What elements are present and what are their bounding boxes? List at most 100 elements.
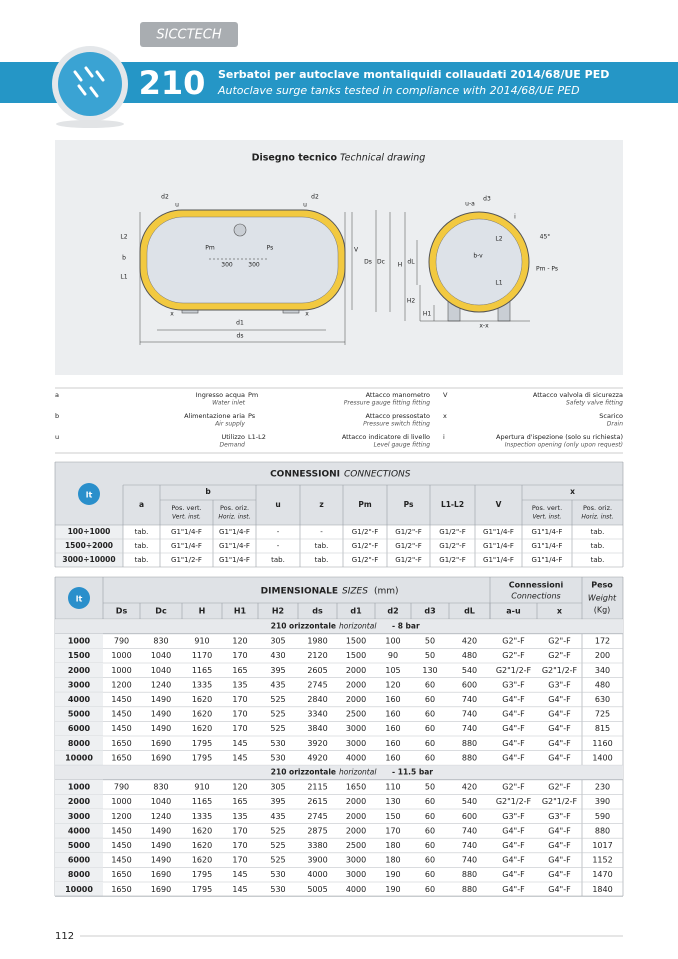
logo-box: [140, 22, 238, 47]
cell: G2"-F: [548, 651, 571, 660]
column-header: Dc: [155, 607, 167, 616]
cell: 2615: [307, 797, 327, 806]
cell: 1690: [151, 885, 171, 894]
cell: 830: [153, 637, 168, 646]
drawing-label: H: [398, 262, 403, 269]
cell: 390: [595, 797, 610, 806]
cell: G4"-F: [502, 826, 525, 835]
cell: 1200: [111, 680, 131, 689]
legend-text: Attacco valvola di sicurezza: [533, 391, 623, 399]
cell: 1152: [592, 856, 612, 865]
column-header: d2: [387, 607, 398, 616]
cell: 525: [270, 826, 285, 835]
cell: 740: [462, 724, 477, 733]
column-header: L1-L2: [441, 500, 464, 509]
lt-icon: [68, 587, 90, 609]
cell: tab.: [591, 542, 605, 550]
legend-text-en: Pressure switch fitting: [363, 421, 430, 428]
cell-bg: [55, 462, 623, 525]
drawing-label: L1: [495, 280, 502, 287]
cell-bg: [55, 677, 103, 693]
cell: 1690: [151, 870, 171, 879]
row-label: 6000: [68, 724, 91, 733]
drawing-label: b: [122, 255, 126, 262]
cell: 4000: [346, 753, 366, 762]
cell: 60: [425, 680, 435, 689]
row-label: 2000: [68, 797, 91, 806]
cell: 880: [595, 826, 610, 835]
cell: 160: [385, 724, 400, 733]
legend-text-en: Level gauge fitting: [374, 442, 431, 449]
cell: 2605: [307, 666, 327, 675]
column-header: b: [205, 487, 211, 496]
cell: 600: [462, 680, 477, 689]
cell: 1450: [111, 856, 131, 865]
cell: 1017: [592, 841, 612, 850]
cell: 170: [232, 651, 247, 660]
cell: 165: [232, 666, 247, 675]
cell: 815: [595, 724, 610, 733]
cell: G2"1/2-F: [542, 797, 578, 806]
cell: 2000: [346, 666, 366, 675]
drawing-label: b-v: [473, 253, 483, 260]
cell: 1170: [192, 651, 212, 660]
cell: tab.: [135, 542, 149, 550]
cell: 2745: [307, 680, 327, 689]
sub-header-en: Horiz. inst.: [218, 514, 250, 521]
cell: G4"-F: [502, 710, 525, 719]
section-title: 210 orizzontale: [271, 768, 336, 777]
cell: G1"1/2-F: [171, 556, 202, 564]
cell: 740: [462, 841, 477, 850]
column-header: Pm: [358, 500, 371, 509]
cell: G1/2"-F: [439, 556, 465, 564]
cell: 530: [270, 753, 285, 762]
cell: 435: [270, 812, 285, 821]
cell-bg: [55, 633, 103, 649]
cell: 110: [385, 783, 400, 792]
column-header: d1: [350, 607, 362, 616]
cell: G1"1/4-F: [171, 528, 202, 536]
drawing-label: L2: [120, 234, 127, 241]
cell: 180: [385, 841, 400, 850]
cell: 50: [425, 637, 435, 646]
col-group: Connessioni: [509, 581, 564, 590]
cell-bg: [55, 577, 623, 619]
cell: 1490: [151, 710, 171, 719]
legend-code: i: [443, 433, 445, 441]
cell: G3"-F: [548, 812, 571, 821]
column-header: H2: [272, 607, 284, 616]
legend-code: V: [443, 391, 448, 399]
cell: 60: [425, 826, 435, 835]
drawing-label: L1: [120, 274, 127, 281]
cell: G4"-F: [548, 870, 571, 879]
cell: 1450: [111, 710, 131, 719]
cell: 525: [270, 841, 285, 850]
header-icon: [58, 52, 122, 116]
cell: 2500: [346, 710, 366, 719]
cell: 910: [194, 783, 209, 792]
cell: G2"-F: [502, 637, 525, 646]
cell: tab.: [135, 528, 149, 536]
cell: 130: [422, 666, 437, 675]
cell: 435: [270, 680, 285, 689]
cell: 1450: [111, 695, 131, 704]
cell-bg: [55, 736, 103, 751]
legend-text-en: Water inlet: [212, 400, 246, 407]
cell: 1650: [346, 783, 366, 792]
cell: 50: [425, 783, 435, 792]
cell: G1/2"-F: [395, 528, 421, 536]
legend-text: Ingresso acqua: [196, 391, 245, 399]
cell: G4"-F: [502, 739, 525, 748]
cell: 1165: [192, 666, 212, 675]
cell: G1"1/4-F: [532, 542, 563, 550]
drawing-label: x: [170, 311, 174, 318]
cell: 1240: [151, 680, 171, 689]
row-label: 2000: [68, 666, 91, 675]
logo: SICCTECH: [156, 28, 221, 43]
cell: 230: [595, 783, 610, 792]
cell: 90: [388, 651, 398, 660]
drawing-label: Pm: [205, 245, 215, 252]
drawing-label: x-x: [479, 323, 489, 330]
cell: 1000: [111, 797, 131, 806]
